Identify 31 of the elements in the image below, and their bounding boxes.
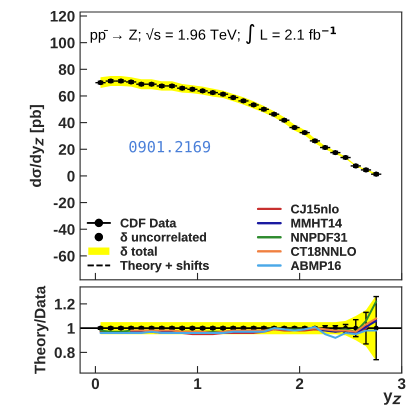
legend-label: CT18NNLO (291, 247, 356, 256)
x-axis-title: y$_{Z}$ (383, 392, 402, 405)
y-tick-label: -60 (54, 250, 75, 262)
x-tick-label: 2 (296, 378, 304, 389)
x-tick-label: 0 (92, 378, 100, 390)
legend-label: δ uncorrelated (120, 232, 206, 242)
y-tick-label: 20 (58, 144, 75, 155)
y-tick-label: 100 (50, 38, 75, 48)
annotation: pp̄ → Z; √s = 1.96 TeV; ∫ L = 2.1 fb$^{−1}$ (90, 24, 336, 44)
y-tick-label: 120 (50, 10, 75, 22)
legend-label: ABMP16 (290, 261, 341, 270)
y-tick-label: 1.2 (54, 298, 75, 310)
legend-label: CJ15nlo (291, 204, 339, 214)
y-tick-label: -40 (54, 224, 75, 235)
legend-label: CDF Data (120, 218, 176, 228)
y-axis-title: Theory/Data (34, 286, 48, 374)
legend-label: MMHT14 (291, 218, 342, 228)
x-tick-label: 1 (194, 378, 202, 389)
y-tick-label: 60 (58, 90, 75, 102)
annotation: 0901.2169 (129, 140, 210, 152)
y-tick-label: 80 (58, 64, 75, 75)
legend-label: Theory + shifts (120, 260, 209, 272)
legend-label: NNPDF31 (291, 232, 348, 242)
y-axis-title: dσ/dy$_{Z}$ [pb] (30, 105, 44, 187)
y-tick-label: 0.8 (54, 347, 75, 358)
y-tick-label: 40 (58, 117, 75, 128)
legend-label: δ total (120, 246, 157, 256)
y-tick-label: -20 (54, 197, 75, 208)
y-tick-label: 0 (67, 170, 75, 182)
x-tick-label: 3 (398, 378, 406, 390)
y-tick-label: 1 (68, 323, 75, 334)
